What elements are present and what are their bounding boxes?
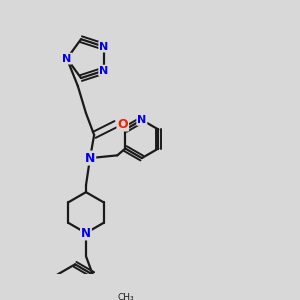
Text: N: N — [62, 54, 71, 64]
Text: N: N — [85, 152, 95, 165]
Text: CH₃: CH₃ — [117, 293, 134, 300]
Text: N: N — [99, 66, 109, 76]
Text: N: N — [99, 42, 109, 52]
Text: N: N — [137, 115, 146, 125]
Text: O: O — [117, 118, 128, 130]
Text: N: N — [81, 226, 91, 239]
